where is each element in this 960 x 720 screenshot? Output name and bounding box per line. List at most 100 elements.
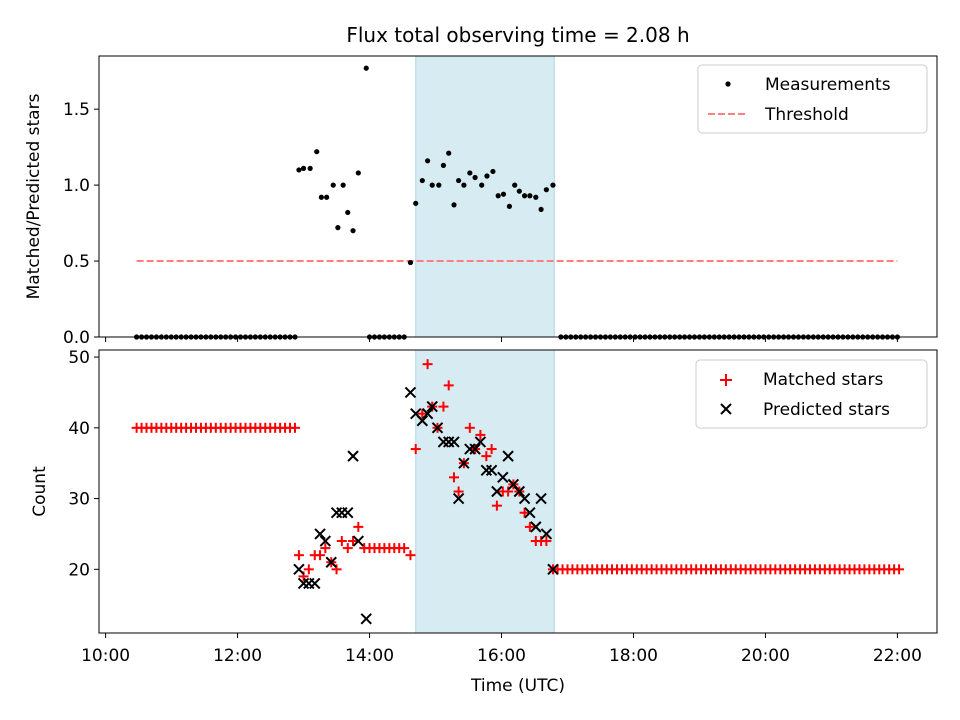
legend-measurements-marker [725, 81, 731, 87]
y-tick-label: 40 [68, 419, 90, 439]
bottom-legend-box [695, 359, 928, 429]
matched-point [519, 507, 530, 518]
top-panel: 0.0 0.5 1.0 1.5 Matched/Predicted stars Mea… [24, 55, 938, 348]
measurement-point [407, 259, 414, 266]
y-tick-label: 0.0 [63, 328, 90, 348]
matched-point [417, 408, 428, 419]
measurement-point [533, 194, 539, 200]
predicted-point [530, 521, 542, 533]
predicted-point [421, 407, 434, 420]
matched-point [410, 444, 421, 455]
bottom-legend: Matched stars Predicted stars [695, 359, 928, 429]
measurement-point [521, 193, 528, 199]
matched-point [399, 543, 410, 554]
predicted-point [485, 464, 498, 476]
measurement-point [440, 162, 447, 168]
measurement-point [345, 209, 351, 216]
predicted-point [535, 492, 547, 505]
measurement-point [456, 177, 462, 184]
measurement-point [500, 191, 507, 197]
matched-point [438, 401, 449, 412]
predicted-points [293, 386, 559, 625]
measurement-point [413, 200, 419, 206]
matched-point [443, 380, 454, 391]
x-tick-label: 20:00 [741, 646, 790, 666]
predicted-point [319, 535, 332, 547]
matched-point [336, 536, 347, 547]
matched-point [422, 359, 433, 370]
x-tick-label: 10:00 [81, 646, 130, 666]
measurement-point [479, 182, 485, 188]
matched-point [503, 486, 514, 497]
predicted-point [491, 485, 503, 498]
measurement-point [324, 194, 330, 200]
predicted-point [469, 443, 481, 455]
predicted-point [458, 457, 470, 469]
measurement-point [451, 202, 457, 208]
predicted-point [426, 400, 438, 413]
bottom-panel: 20 30 40 50 10:00 12:00 14:00 16:00 18:00 20:00 2… [30, 348, 938, 696]
measurement-point [472, 174, 478, 181]
measurement-point [340, 182, 346, 188]
y-tick-label: 0.5 [63, 252, 90, 272]
bottom-x-ticks: 10:00 12:00 14:00 16:00 18:00 20:00 22:00 [81, 633, 922, 666]
predicted-point [497, 471, 509, 484]
measurement-point [335, 225, 341, 231]
predicted-point [352, 535, 365, 547]
matched-point [342, 543, 353, 554]
matched-point [320, 543, 331, 554]
predicted-point [474, 436, 487, 448]
matched-points [131, 359, 905, 582]
measurement-point [307, 165, 313, 171]
predicted-point [404, 386, 417, 399]
matched-point [448, 472, 459, 483]
predicted-point [347, 450, 359, 462]
top-y-ticks: 0.0 0.5 1.0 1.5 [63, 100, 99, 348]
matched-point [359, 543, 370, 554]
predicted-point [309, 577, 321, 590]
measurement-point [419, 177, 425, 184]
predicted-point [325, 556, 337, 568]
predicted-point [540, 528, 553, 540]
matched-point [486, 444, 497, 455]
measurement-point [330, 182, 336, 188]
measurement-point [429, 182, 435, 188]
measurement-point [490, 168, 496, 175]
matched-point [315, 550, 326, 561]
measurement-point [484, 173, 490, 179]
predicted-point [431, 422, 444, 434]
measurement-point [296, 167, 302, 173]
y-tick-label: 50 [68, 348, 90, 368]
measurement-point [495, 193, 501, 199]
matched-point [541, 536, 552, 547]
matched-point [303, 564, 314, 575]
predicted-point [342, 507, 354, 519]
bottom-shaded-region [415, 350, 555, 633]
legend-predicted-marker [720, 403, 732, 415]
measurement-point [350, 228, 356, 234]
legend-matched-label: Matched stars [763, 370, 883, 390]
predicted-point [502, 450, 514, 462]
shaded-region [415, 350, 555, 633]
top-legend: Measurements Threshold [697, 64, 928, 134]
predicted-point [448, 436, 460, 448]
legend-measurements-label: Measurements [765, 75, 891, 95]
measurement-point [355, 170, 361, 176]
matched-point [353, 521, 364, 532]
bottom-y-ticks: 20 30 40 50 [68, 348, 99, 580]
matched-point [491, 500, 502, 511]
measurement-point [467, 170, 473, 176]
measurement-point [318, 194, 324, 200]
legend-threshold-label: Threshold [764, 105, 849, 125]
predicted-point [452, 492, 465, 505]
predicted-point [547, 563, 559, 576]
matched-point [524, 521, 535, 532]
matched-point [293, 550, 304, 561]
matched-point [405, 550, 416, 561]
x-tick-label: 18:00 [609, 646, 658, 666]
y-tick-label: 20 [68, 560, 90, 580]
predicted-point [513, 485, 526, 498]
measurement-point [506, 203, 513, 209]
matched-point [348, 536, 359, 547]
